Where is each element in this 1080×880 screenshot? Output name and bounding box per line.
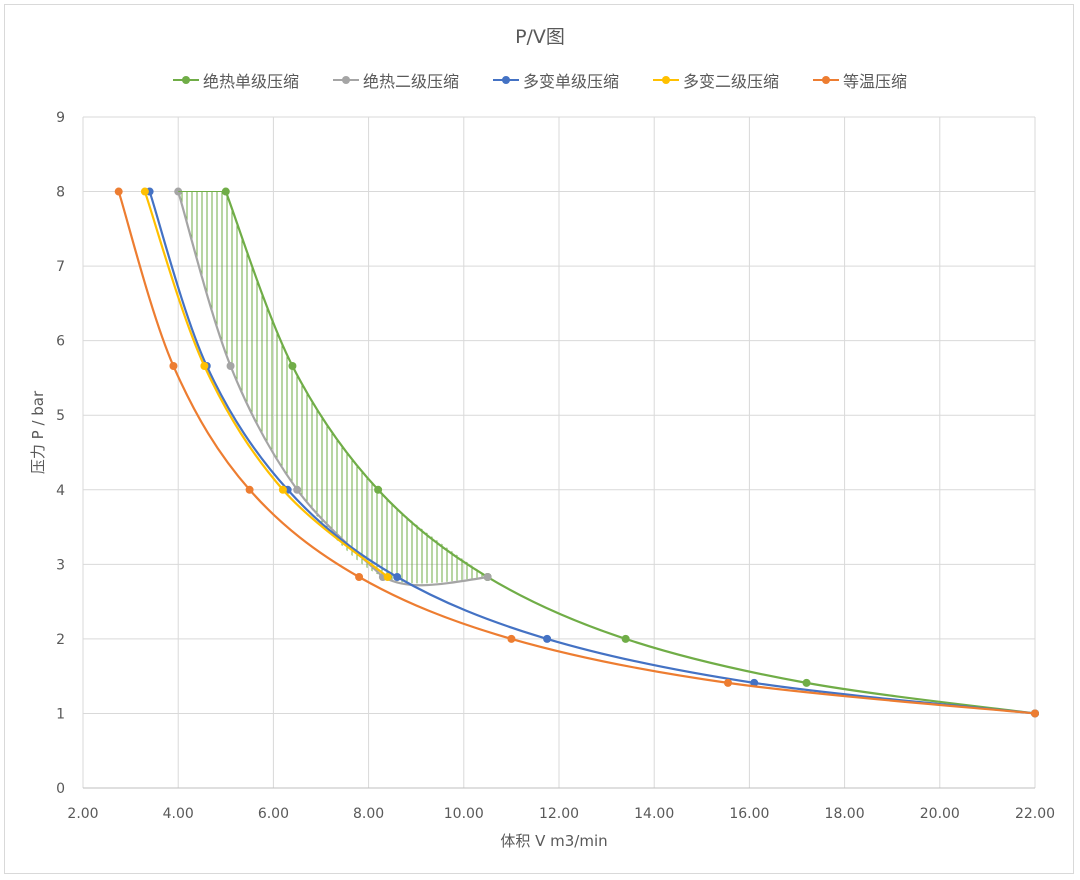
data-point[interactable] [483,573,492,582]
data-point[interactable] [245,485,254,494]
y-tick-label: 1 [56,706,65,722]
legend-marker-icon [813,75,840,85]
y-tick-label: 0 [56,781,65,797]
data-point[interactable] [507,634,516,643]
legend-label: 绝热二级压缩 [362,72,459,91]
legend-marker-icon [172,75,199,85]
data-point[interactable] [543,634,552,643]
data-point[interactable] [1031,709,1039,718]
legend-label: 等温压缩 [843,72,908,91]
x-tick-label: 20.00 [920,806,960,822]
x-tick-label: 4.00 [163,806,194,822]
data-point[interactable] [278,485,287,494]
legend-item[interactable]: 绝热单级压缩 [172,68,299,92]
data-point[interactable] [383,573,392,582]
data-point[interactable] [114,187,123,196]
data-point[interactable] [140,187,149,196]
legend-marker-icon [332,75,359,85]
x-tick-label: 10.00 [444,806,484,822]
x-axis-title: 体积 V m3/min [500,832,607,850]
legend-item[interactable]: 绝热二级压缩 [332,68,459,92]
data-point[interactable] [374,485,383,494]
data-point[interactable] [288,362,297,371]
y-tick-label: 9 [56,110,65,126]
data-point[interactable] [750,678,759,687]
series-line [177,191,488,587]
series-line [224,191,1036,715]
legend-item[interactable]: 多变单级压缩 [492,68,619,92]
legend-marker-icon [492,75,519,85]
legend-item[interactable]: 等温压缩 [813,68,907,92]
data-point[interactable] [723,678,732,687]
chart-frame [4,4,1074,874]
series-4 [114,187,1039,718]
legend-item[interactable]: 多变二级压缩 [653,68,779,92]
x-tick-label: 2.00 [67,806,98,822]
chart-legend: 绝热单级压缩 绝热二级压缩 多变单级压缩 多变二级压缩 等温压缩 [0,68,1080,92]
x-tick-label: 16.00 [729,806,769,822]
x-tick-label: 12.00 [539,806,579,822]
series-line [143,191,389,578]
x-tick-label: 6.00 [258,806,289,822]
data-point[interactable] [200,362,209,371]
data-point[interactable] [393,573,402,582]
chart-title: P/V图 [515,26,565,48]
data-point[interactable] [169,362,178,371]
legend-label: 多变单级压缩 [522,72,619,91]
y-tick-label: 8 [56,185,65,201]
y-tick-label: 7 [56,259,65,275]
legend-marker-icon [653,75,679,85]
data-point[interactable] [293,485,302,494]
y-tick-label: 6 [56,334,65,350]
legend-label: 多变二级压缩 [683,72,780,91]
gridlines [82,116,1036,789]
hatched-area [178,191,488,584]
x-tick-label: 8.00 [353,806,384,822]
y-tick-label: 2 [56,632,65,648]
x-tick-label: 14.00 [634,806,674,822]
series-3 [140,187,392,582]
data-point[interactable] [621,634,630,643]
legend-label: 绝热单级压缩 [202,72,299,91]
y-tick-label: 4 [56,483,65,499]
data-point[interactable] [802,678,811,687]
y-tick-label: 3 [56,557,65,573]
x-tick-label: 22.00 [1015,806,1055,822]
data-point[interactable] [226,362,235,371]
data-point[interactable] [355,573,364,582]
y-tick-label: 5 [56,408,65,424]
x-tick-label: 18.00 [825,806,865,822]
y-axis-title: 压力 P / bar [29,390,47,474]
